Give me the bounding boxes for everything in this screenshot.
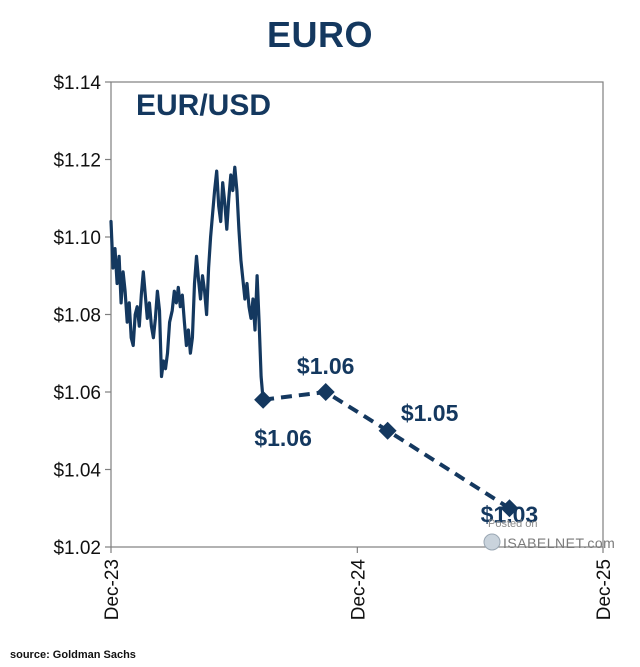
x-tick-label: Dec-25 <box>594 559 615 620</box>
history-line <box>109 165 265 402</box>
forecast-marker <box>254 390 273 409</box>
y-tick-label: $1.08 <box>53 306 101 327</box>
forecast-line <box>262 390 511 510</box>
x-tick-label: Dec-24 <box>348 559 369 621</box>
inset-label: EUR/USD <box>136 89 271 122</box>
x-tick-label: Dec-23 <box>102 559 123 620</box>
data-label: $1.06 <box>297 353 355 379</box>
watermark: Posted on ISABELNET.com <box>483 518 615 551</box>
y-tick-label: $1.04 <box>53 461 101 482</box>
x-axis: Dec-23 Dec-24 Dec-25 <box>102 547 615 620</box>
watermark-logo-icon <box>483 533 501 551</box>
data-label: $1.06 <box>254 425 312 451</box>
y-tick-label: $1.12 <box>53 151 101 172</box>
y-tick-label: $1.10 <box>53 228 101 249</box>
watermark-line2: ISABELNET.com <box>503 535 615 551</box>
forecast-marker <box>378 421 397 440</box>
chart-title: EURO <box>266 14 373 55</box>
y-tick-label: $1.06 <box>53 383 101 404</box>
y-tick-label: $1.02 <box>53 538 101 559</box>
forecast-marker <box>316 383 335 401</box>
source-note: source: Goldman Sachs <box>10 649 136 661</box>
watermark-line1: Posted on <box>488 518 538 530</box>
y-axis: $1.02 $1.04 $1.06 $1.08 $1.10 $1.12 $1.14 <box>53 73 111 559</box>
data-label: $1.03 <box>481 501 539 527</box>
y-tick-label: $1.14 <box>53 73 101 94</box>
data-label: $1.05 <box>401 400 459 426</box>
marker-layer: $1.06 $1.06 $1.05 $1.03 <box>254 353 538 527</box>
forecast-marker <box>500 499 519 518</box>
series-layer <box>109 165 511 510</box>
